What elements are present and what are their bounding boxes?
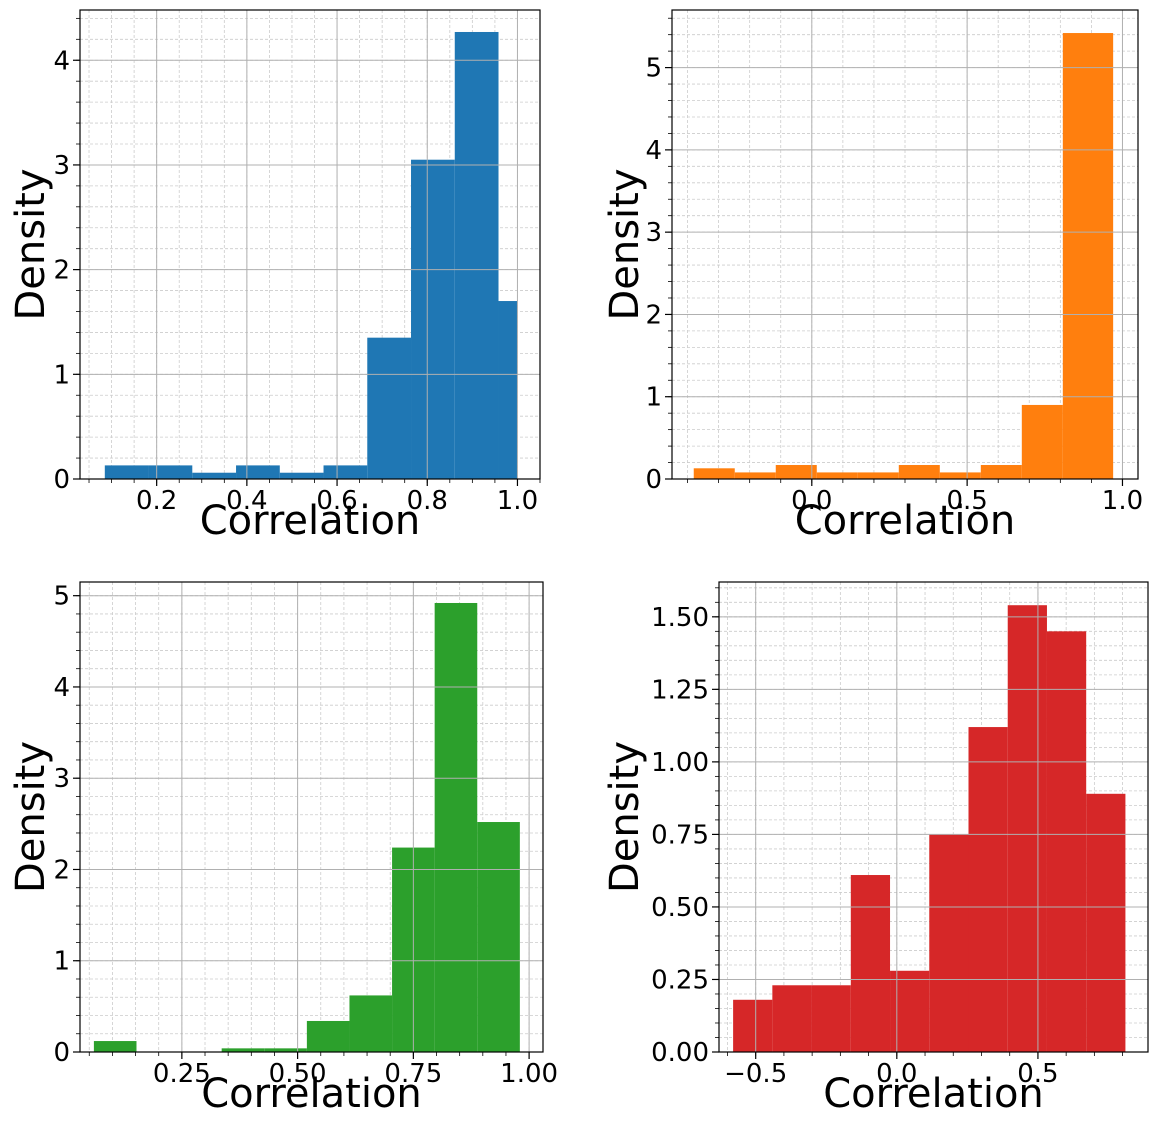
- x-tick-label: 1.00: [500, 1059, 558, 1089]
- subplot-bottom-left: 0.25 0.50 0.75 1.00 0 1 2 3 4 5 Correlation Density: [8, 581, 558, 1117]
- x-tick-label: 1.0: [1102, 486, 1143, 516]
- y-tick-label: 3: [53, 764, 70, 794]
- y-tick-label: 1.50: [651, 603, 709, 633]
- histogram-bar: [811, 985, 851, 1052]
- histogram-bar: [734, 472, 776, 479]
- histogram-bar: [434, 602, 478, 1052]
- histogram-bar: [192, 472, 237, 479]
- subplot-bottom-right: −0.5 0.0 0.5 0.00 0.25 0.50 0.75 1.00 1.25 1.50 Co…: [602, 581, 1149, 1117]
- x-tick-label: 1.0: [497, 486, 538, 516]
- histogram-bar: [323, 465, 368, 479]
- histogram-bar: [857, 472, 899, 479]
- bars: [93, 602, 520, 1052]
- x-tick-label: 0.0: [791, 486, 832, 516]
- y-axis-title: Density: [8, 741, 54, 893]
- histogram-bar: [104, 465, 149, 479]
- histogram-bar: [411, 159, 455, 479]
- y-tick-label: 2: [645, 300, 662, 330]
- bars: [104, 31, 518, 479]
- histogram-bar: [367, 337, 412, 479]
- y-tick-label: 0.75: [651, 820, 709, 850]
- histogram-bar: [454, 31, 499, 479]
- x-tick-label: 0.4: [226, 486, 267, 516]
- histogram-bar: [1046, 631, 1087, 1052]
- y-tick-label: 1: [53, 947, 70, 977]
- y-tick-label: 2: [53, 855, 70, 885]
- histogram-bar: [929, 834, 969, 1052]
- histogram-bar: [733, 999, 773, 1052]
- y-tick-label: 4: [53, 46, 70, 76]
- histogram-bar: [898, 465, 940, 479]
- histogram-bar: [939, 472, 981, 479]
- y-tick-label: 0.50: [651, 893, 709, 923]
- histogram-bar: [236, 465, 280, 479]
- y-tick-label: 4: [53, 673, 70, 703]
- x-tick-label: 0.8: [407, 486, 448, 516]
- y-axis-title: Density: [602, 741, 648, 893]
- histogram-bar: [693, 468, 735, 479]
- y-tick-label: 3: [53, 151, 70, 181]
- plot-frame: [79, 581, 544, 1053]
- x-tick-label: 0.50: [269, 1059, 327, 1089]
- histogram-bar: [498, 301, 518, 479]
- histogram-bar: [850, 875, 891, 1052]
- y-tick-label: 0: [645, 465, 662, 495]
- y-tick-label: 0: [53, 465, 70, 495]
- x-tick-label: −0.5: [724, 1059, 787, 1089]
- y-tick-label: 2: [53, 256, 70, 286]
- y-tick-label: 1: [53, 360, 70, 390]
- y-tick-label: 1.00: [651, 748, 709, 778]
- histogram-bar: [279, 472, 324, 479]
- histogram-bar: [816, 472, 858, 479]
- x-axis-title: Correlation: [200, 498, 421, 544]
- histogram-bar: [477, 822, 520, 1052]
- x-axis-title: Correlation: [795, 498, 1016, 544]
- bars: [733, 605, 1126, 1052]
- plot-frame: [718, 581, 1149, 1053]
- x-tick-label: 0.5: [1017, 1059, 1058, 1089]
- histogram-bar: [772, 985, 812, 1052]
- x-tick-label: 0.25: [153, 1059, 211, 1089]
- x-tick-label: 0.2: [136, 486, 177, 516]
- x-tick-label: 0.5: [946, 486, 987, 516]
- y-tick-label: 5: [53, 582, 70, 612]
- histogram-bar: [349, 995, 393, 1052]
- x-tick-label: 0.6: [316, 486, 357, 516]
- histogram-bar: [264, 1048, 307, 1052]
- y-tick-label: 1: [645, 383, 662, 413]
- histogram-bar: [93, 1041, 137, 1052]
- histogram-bar: [1062, 33, 1114, 479]
- histogram-bar: [306, 1020, 350, 1052]
- subplot-top-left: 0.2 0.4 0.6 0.8 1.0 0 1 2 3 4 Correlation Density: [8, 9, 541, 544]
- histogram-bar: [968, 727, 1008, 1052]
- histogram-bar: [1021, 404, 1063, 479]
- y-tick-label: 4: [645, 136, 662, 166]
- histogram-bar: [980, 465, 1022, 479]
- y-axis-title: Density: [602, 168, 648, 320]
- x-axis-title: Correlation: [823, 1071, 1044, 1117]
- histogram-bar: [1007, 605, 1047, 1052]
- subplot-top-right: 0.0 0.5 1.0 0 1 2 3 4 5 Correlation Density: [602, 9, 1143, 544]
- histogram-bar: [1086, 793, 1126, 1052]
- x-tick-label: 0.75: [384, 1059, 442, 1089]
- x-axis-title: Correlation: [201, 1071, 422, 1117]
- histogram-bar: [148, 465, 193, 479]
- y-tick-label: 5: [645, 54, 662, 84]
- y-tick-label: 1.25: [651, 675, 709, 705]
- y-tick-label: 0.00: [651, 1038, 709, 1068]
- plot-frame: [79, 9, 541, 480]
- histogram-bar: [221, 1048, 265, 1052]
- histogram-bar: [775, 465, 817, 479]
- y-axis-title: Density: [8, 168, 54, 320]
- y-tick-label: 3: [645, 218, 662, 248]
- y-tick-label: 0.25: [651, 965, 709, 995]
- y-tick-label: 0: [53, 1038, 70, 1068]
- histogram-bar: [890, 970, 930, 1052]
- bars: [693, 33, 1114, 479]
- x-tick-label: 0.0: [876, 1059, 917, 1089]
